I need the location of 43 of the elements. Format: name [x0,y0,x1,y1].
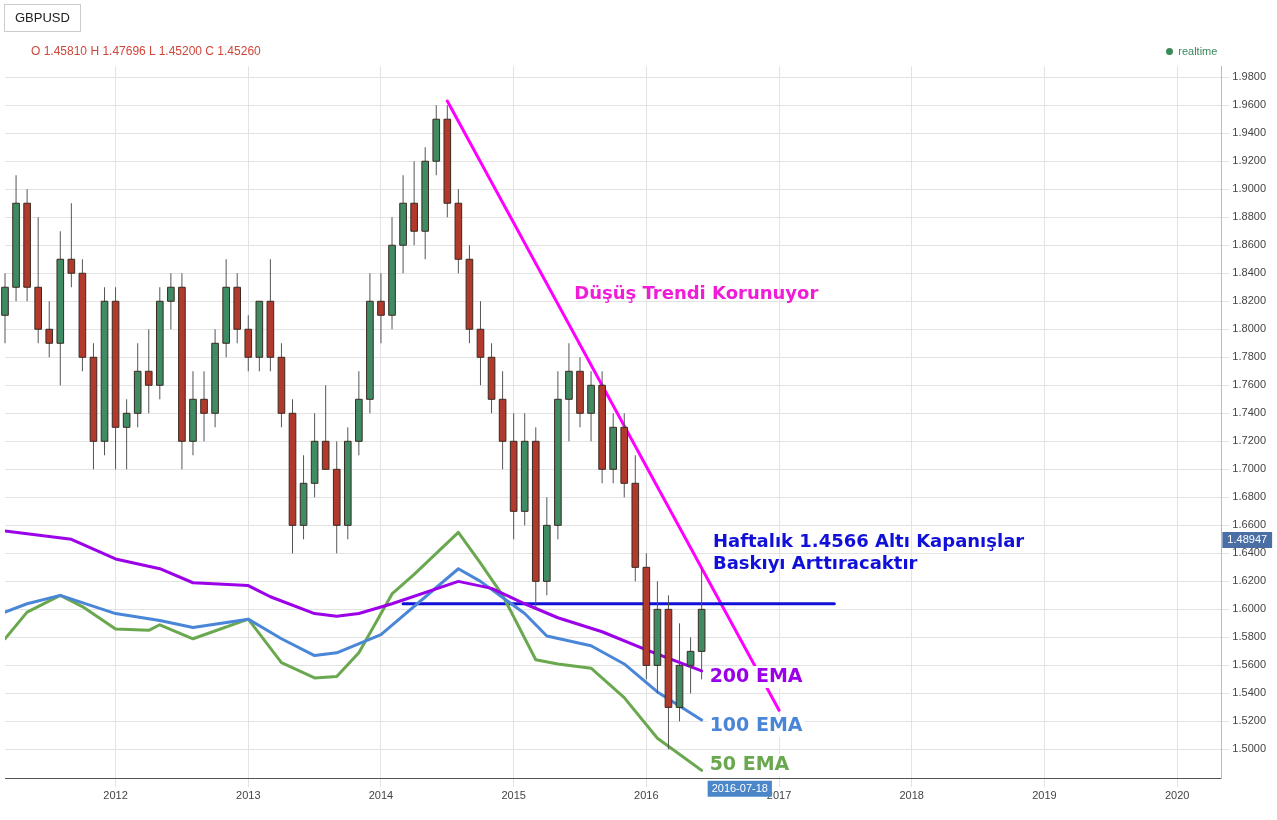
x-tick-label: 2016 [634,789,659,802]
text: 2016-07-18 [711,781,768,794]
y-tick-label: 1.5000 [1232,742,1267,755]
y-tick-label: 1.9400 [1232,126,1267,139]
y-tick-label: 1.7200 [1232,434,1267,447]
y-tick-label: 1.7800 [1232,350,1267,363]
y-tick-label: 1.6200 [1232,574,1267,587]
y-tick-label: 1.5600 [1232,658,1267,671]
y-tick-label: 1.8200 [1232,294,1267,307]
annotation: Haftalık 1.4566 Altı Kapanışlar Baskıyı Arttıracaktır [712,529,1025,573]
y-tick-label: 1.8400 [1232,266,1267,279]
annotation: Düşüş Trendi Korunuyor [574,281,819,303]
text: 1.48947 [1227,533,1268,546]
series-label: 100 EMA [709,712,803,735]
text: O 1.45810 H 1.47696 L 1.45200 C 1.45260 [31,44,262,59]
y-tick-label: 1.7600 [1232,378,1267,391]
y-tick-label: 1.5400 [1232,686,1267,699]
y-tick-label: 1.5800 [1232,630,1267,643]
x-tick-label: 2015 [501,789,526,802]
x-tick-label: 2020 [1164,789,1190,802]
y-tick-label: 1.9200 [1232,154,1267,167]
y-tick-label: 1.9000 [1232,182,1267,195]
y-tick-label: 1.6000 [1232,602,1267,615]
y-tick-label: 1.8600 [1232,238,1267,251]
y-tick-label: 1.6800 [1232,490,1267,503]
chart-title: GBPUSD [4,4,81,32]
y-tick-label: 1.5200 [1232,714,1267,727]
y-tick-label: 1.9600 [1232,98,1267,111]
y-tick-label: 1.7400 [1232,406,1267,419]
x-tick-label: 2012 [103,789,128,802]
y-tick-label: 1.8800 [1232,210,1267,223]
y-tick-label: 1.9800 [1232,70,1267,83]
y-tick-label: 1.8000 [1232,322,1267,335]
x-tick-label: 2014 [368,789,394,802]
x-tick-label: 2019 [1032,789,1057,802]
x-tick-label: 2013 [236,789,261,802]
series-label: 50 EMA [709,751,790,774]
text: realtime [1178,45,1218,58]
series-label: 200 EMA [709,663,803,686]
y-tick-label: 1.6400 [1232,546,1267,559]
y-tick-label: 1.6600 [1232,518,1267,531]
y-tick-label: 1.7000 [1232,462,1267,475]
x-tick-label: 2018 [899,789,924,802]
